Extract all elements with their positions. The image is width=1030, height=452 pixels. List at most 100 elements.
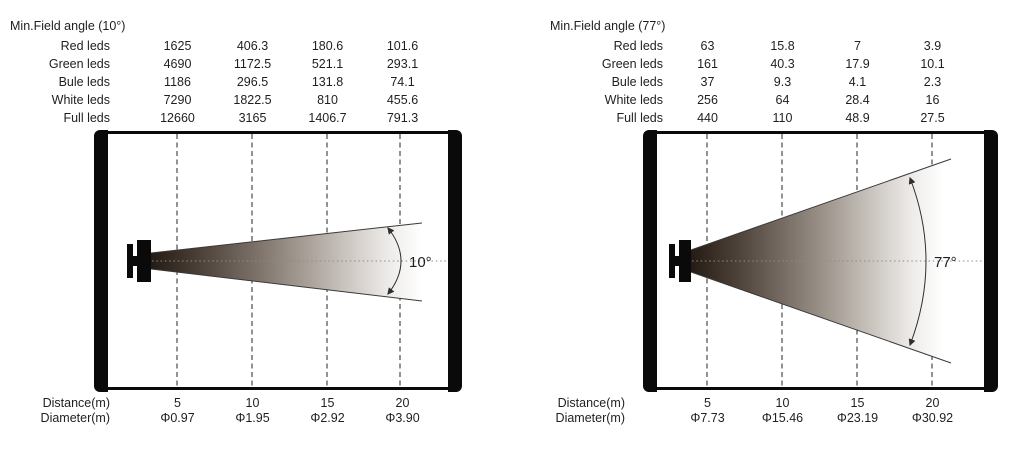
value-cell: Φ7.73 — [690, 410, 725, 425]
value-cell: 16 — [925, 93, 940, 107]
value-cell: 74.1 — [390, 75, 415, 89]
row-label: Red leds — [60, 39, 110, 53]
panel-field-angle-77: Min.Field angle (77°) Red leds 63 15.8 7… — [548, 0, 1030, 452]
value-cell: 40.3 — [770, 57, 795, 71]
value-cell: 791.3 — [386, 111, 419, 125]
table-row: Bule leds 1186 296.5 131.8 74.1 — [0, 73, 440, 91]
value-cell: 17.9 — [845, 57, 870, 71]
value-cell: 110 — [772, 111, 793, 125]
value-cell: 20 — [395, 396, 410, 411]
frame-bottom-border — [106, 387, 450, 390]
value-cell: 5 — [704, 396, 711, 411]
beam-edge-top — [150, 222, 423, 254]
value-cell: 293.1 — [386, 57, 419, 71]
table-row: Green leds 161 40.3 17.9 10.1 — [548, 55, 970, 73]
distance-diameter-table: Distance(m) 5 10 15 20 Diameter(m) Φ7.73… — [548, 396, 970, 425]
row-label: Red leds — [613, 39, 663, 53]
value-cell: 131.8 — [311, 75, 344, 89]
value-cell: 2.3 — [923, 75, 942, 89]
value-cell: 161 — [697, 57, 718, 71]
distance-diameter-table: Distance(m) 5 10 15 20 Diameter(m) Φ0.97… — [0, 396, 440, 425]
value-cell: 180.6 — [311, 39, 344, 53]
value-cell: 27.5 — [920, 111, 945, 125]
value-cell: 810 — [317, 93, 338, 107]
fixture-icon — [127, 240, 151, 282]
lux-table: Red leds 1625 406.3 180.6 101.6 Green le… — [0, 37, 440, 127]
table-row: White leds 256 64 28.4 16 — [548, 91, 970, 109]
value-cell: 7 — [854, 39, 861, 53]
distance-row: Distance(m) 5 10 15 20 — [548, 396, 970, 411]
row-label: Green leds — [48, 57, 110, 71]
value-cell: 3165 — [238, 111, 267, 125]
table-row: Bule leds 37 9.3 4.1 2.3 — [548, 73, 970, 91]
value-cell: 15 — [850, 396, 865, 411]
beam-diagram: 77° — [643, 130, 998, 392]
distance-row: Distance(m) 5 10 15 20 — [0, 396, 440, 411]
angle-arc — [908, 176, 927, 347]
diameter-row: Diameter(m) Φ7.73 Φ15.46 Φ23.19 Φ30.92 — [548, 411, 970, 426]
beam-diagram: 10° — [94, 130, 462, 392]
value-cell: 7290 — [163, 93, 192, 107]
frame-top-border — [106, 131, 450, 134]
value-cell: Φ23.19 — [836, 410, 879, 425]
value-cell: 4.1 — [848, 75, 867, 89]
table-row: Red leds 1625 406.3 180.6 101.6 — [0, 37, 440, 55]
value-cell: 9.3 — [773, 75, 792, 89]
row-label: Full leds — [63, 111, 110, 125]
value-cell: 1172.5 — [233, 57, 272, 71]
beam-cone — [151, 223, 422, 301]
table-row: Full leds 12660 3165 1406.7 791.3 — [0, 109, 440, 127]
row-label: Full leds — [616, 111, 663, 125]
value-cell: 1406.7 — [308, 111, 347, 125]
value-cell: 28.4 — [845, 93, 870, 107]
table-row: Green leds 4690 1172.5 521.1 293.1 — [0, 55, 440, 73]
diameter-row: Diameter(m) Φ0.97 Φ1.95 Φ2.92 Φ3.90 — [0, 411, 440, 426]
beam-edge-bottom — [690, 271, 952, 364]
value-cell: 10.1 — [920, 57, 945, 71]
frame-bottom-border — [655, 387, 986, 390]
value-cell: 101.6 — [386, 39, 419, 53]
value-cell: Φ3.90 — [385, 410, 420, 425]
value-cell: 406.3 — [236, 39, 269, 53]
value-cell: 455.6 — [386, 93, 419, 107]
angle-label: 77° — [934, 254, 957, 271]
value-cell: 12660 — [160, 111, 195, 125]
panel-title: Min.Field angle (10°) — [10, 19, 126, 33]
row-label: White leds — [604, 93, 663, 107]
row-label: Diameter(m) — [555, 410, 625, 425]
table-row: Red leds 63 15.8 7 3.9 — [548, 37, 970, 55]
value-cell: Φ15.46 — [761, 410, 804, 425]
value-cell: Φ1.95 — [235, 410, 270, 425]
angle-arc — [387, 227, 402, 295]
value-cell: 10 — [245, 396, 260, 411]
value-cell: 20 — [925, 396, 940, 411]
angle-label: 10° — [409, 254, 432, 271]
value-cell: 1625 — [163, 39, 192, 53]
value-cell: 5 — [174, 396, 181, 411]
value-cell: Φ0.97 — [160, 410, 195, 425]
panel-field-angle-10: Min.Field angle (10°) Red leds 1625 406.… — [0, 0, 480, 452]
row-label: Distance(m) — [557, 396, 625, 411]
value-cell: 1186 — [164, 75, 191, 89]
beam-edge-bottom — [150, 268, 423, 302]
row-label: Green leds — [601, 57, 663, 71]
value-cell: 64 — [775, 93, 790, 107]
row-label: Diameter(m) — [40, 410, 110, 425]
value-cell: Φ30.92 — [911, 410, 954, 425]
value-cell: 521.1 — [311, 57, 344, 71]
value-cell: 440 — [697, 111, 718, 125]
frame-top-border — [655, 131, 986, 134]
value-cell: 37 — [700, 75, 715, 89]
table-row: Full leds 440 110 48.9 27.5 — [548, 109, 970, 127]
value-cell: 3.9 — [923, 39, 942, 53]
table-row: White leds 7290 1822.5 810 455.6 — [0, 91, 440, 109]
value-cell: 15.8 — [770, 39, 795, 53]
row-label: Distance(m) — [42, 396, 110, 411]
lux-table: Red leds 63 15.8 7 3.9 Green leds 161 40… — [548, 37, 970, 127]
row-label: Bule leds — [611, 75, 663, 89]
value-cell: Φ2.92 — [310, 410, 345, 425]
beam-edge-top — [690, 158, 952, 251]
row-label: White leds — [51, 93, 110, 107]
value-cell: 256 — [697, 93, 718, 107]
fixture-icon — [669, 240, 691, 282]
